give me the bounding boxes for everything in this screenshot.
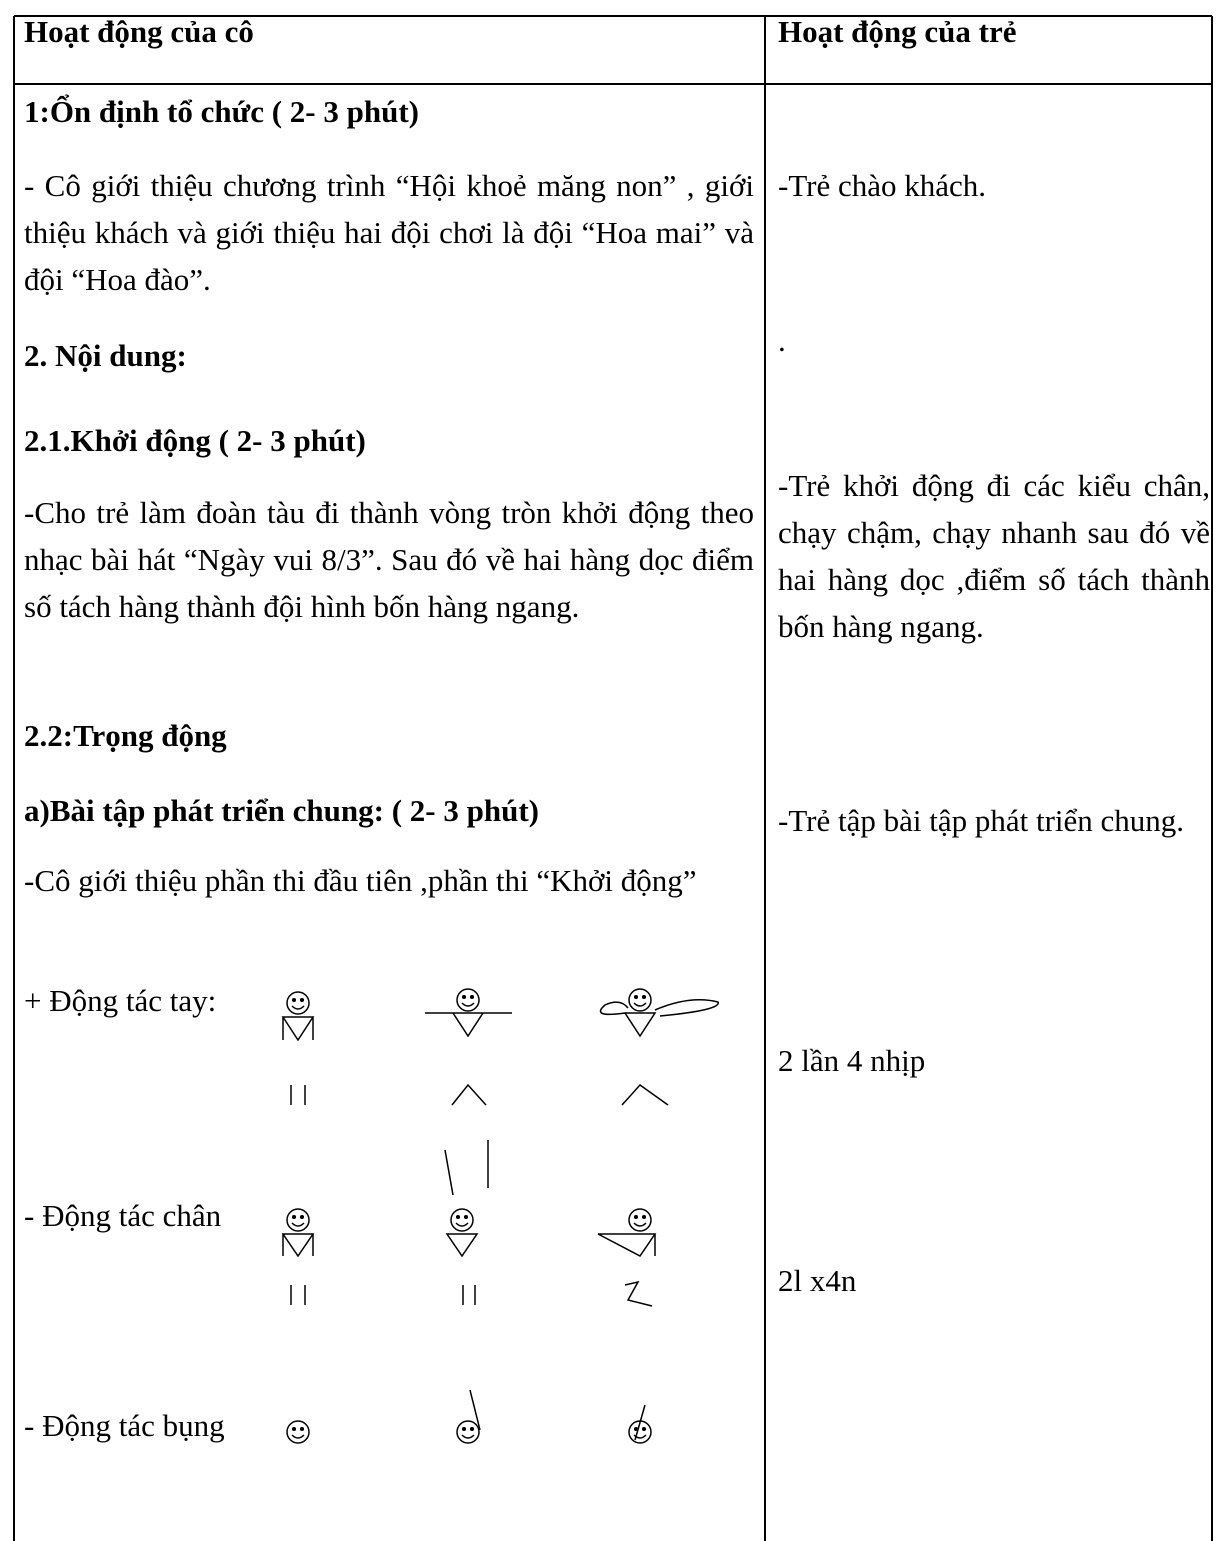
heading: 1:Ổn định tổ chức ( 2- 3 phút) [24, 94, 419, 129]
paragraph: 2l x4n [778, 1263, 857, 1298]
paragraph: + Động tác tay: [24, 983, 217, 1018]
heading: 2. Nội dung: [24, 338, 187, 373]
paragraph: -Trẻ tập bài tập phát triển chung. [778, 803, 1185, 838]
header-left: Hoạt động của cô [24, 14, 254, 49]
heading: 2.2:Trọng động [24, 718, 227, 753]
paragraph: . [778, 323, 786, 358]
header-right: Hoạt động của trẻ [778, 14, 1017, 49]
paragraph: - Cô giới thiệu chương trình “Hội khoẻ m… [24, 168, 754, 297]
paragraph: - Động tác bụng [24, 1408, 225, 1443]
figures [281, 988, 719, 1444]
paragraph: -Trẻ khởi động đi các kiểu chân, chạy ch… [778, 468, 1210, 644]
paragraph: -Cho trẻ làm đoàn tàu đi thành vòng tròn… [24, 495, 754, 624]
paragraph: -Cô giới thiệu phần thi đầu tiên ,phần t… [24, 863, 697, 898]
paragraph: 2 lần 4 nhịp [778, 1043, 926, 1078]
heading: a)Bài tập phát triển chung: ( 2- 3 phút) [24, 793, 539, 828]
paragraph: - Động tác chân [24, 1198, 222, 1233]
heading: 2.1.Khởi động ( 2- 3 phút) [24, 423, 366, 458]
paragraph: -Trẻ chào khách. [778, 168, 987, 203]
